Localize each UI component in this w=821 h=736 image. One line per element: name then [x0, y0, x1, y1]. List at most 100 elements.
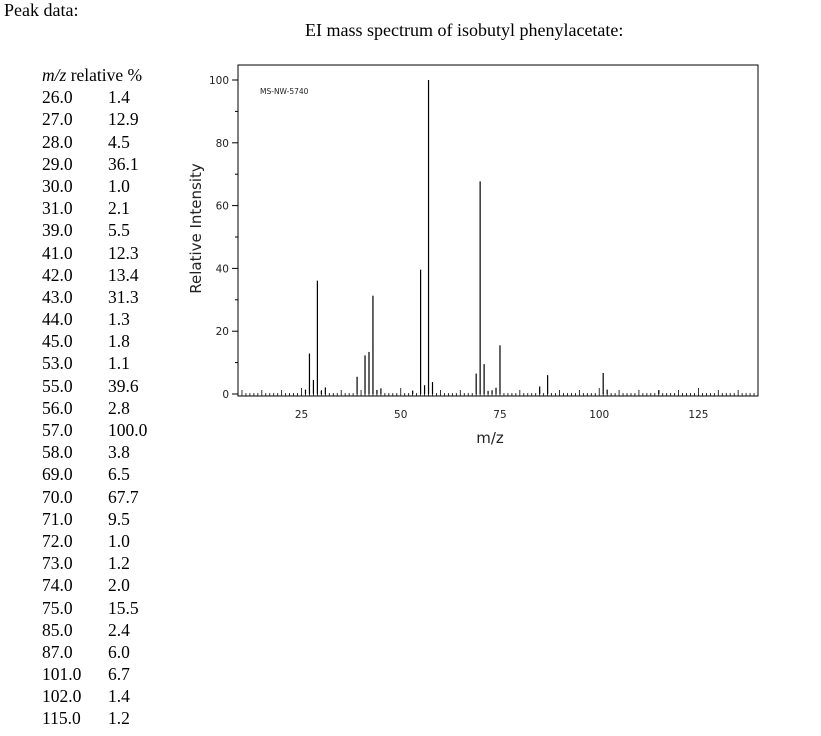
relative-value: 12.9 — [108, 109, 139, 130]
relative-value: 2.8 — [108, 397, 130, 418]
table-row: 70.0 67.7 — [42, 486, 142, 508]
table-row: 45.0 1.8 — [42, 330, 142, 352]
table-row: 58.0 3.8 — [42, 441, 142, 463]
relative-value: 1.1 — [108, 353, 130, 374]
table-row: 44.0 1.3 — [42, 308, 142, 330]
table-row: 115.0 1.2 — [42, 707, 142, 729]
spectrum-id-annotation: MS-NW-5740 — [260, 87, 309, 96]
peak-data-heading: Peak data: — [4, 0, 79, 20]
table-row: 31.0 2.1 — [42, 197, 142, 219]
y-tick-label: 20 — [216, 326, 229, 338]
relative-value: 1.3 — [108, 309, 130, 330]
mz-value: 29.0 — [42, 153, 73, 174]
table-row: 75.0 15.5 — [42, 597, 142, 619]
relative-value: 39.6 — [108, 375, 139, 396]
mz-value: 30.0 — [42, 175, 73, 196]
relative-value: 1.8 — [108, 331, 130, 352]
x-tick-label: 25 — [295, 409, 308, 421]
mz-value: 28.0 — [42, 131, 73, 152]
mz-value: 87.0 — [42, 641, 73, 662]
mz-value: 70.0 — [42, 486, 73, 507]
mz-value: 85.0 — [42, 619, 73, 640]
mz-column-header: m/z — [42, 65, 67, 85]
relative-value: 15.5 — [108, 597, 139, 618]
table-row: 72.0 1.0 — [42, 530, 142, 552]
mz-value: 43.0 — [42, 286, 73, 307]
table-row: 53.0 1.1 — [42, 352, 142, 374]
y-tick-label: 40 — [216, 263, 229, 275]
table-row: 43.0 31.3 — [42, 286, 142, 308]
x-axis-label: m/z — [476, 429, 504, 447]
table-row: 102.0 1.4 — [42, 685, 142, 707]
relative-value: 1.0 — [108, 175, 130, 196]
y-tick-label: 0 — [222, 389, 229, 401]
relative-value: 1.0 — [108, 530, 130, 551]
y-axis-label: Relative Intensity — [187, 163, 205, 294]
plot-frame — [237, 64, 759, 397]
relative-value: 6.5 — [108, 464, 130, 485]
x-tick-label: 125 — [688, 409, 708, 421]
relative-value: 1.2 — [108, 553, 130, 574]
relative-value: 13.4 — [108, 264, 139, 285]
mz-value: 26.0 — [42, 87, 73, 108]
mz-value: 45.0 — [42, 331, 73, 352]
mz-value: 55.0 — [42, 375, 73, 396]
peak-table: m/z relative % 26.0 1.4 27.0 12.9 28.0 4.5 29.… — [42, 64, 147, 730]
relative-value: 12.3 — [108, 242, 139, 263]
relative-value: 1.4 — [108, 686, 130, 707]
mz-value: 71.0 — [42, 508, 73, 529]
relative-value: 100.0 — [108, 420, 148, 441]
table-row: 42.0 13.4 — [42, 264, 142, 286]
mz-value: 41.0 — [42, 242, 73, 263]
mz-value: 74.0 — [42, 575, 73, 596]
relative-value: 2.4 — [108, 619, 130, 640]
relative-value: 36.1 — [108, 153, 139, 174]
table-row: 57.0 100.0 — [42, 419, 147, 441]
mz-value: 58.0 — [42, 442, 73, 463]
table-row: 87.0 6.0 — [42, 641, 142, 663]
table-row: 74.0 2.0 — [42, 574, 142, 596]
y-tick-label: 100 — [209, 75, 229, 87]
mz-value: 42.0 — [42, 264, 73, 285]
x-tick-label: 100 — [589, 409, 609, 421]
relative-value: 6.7 — [108, 664, 130, 685]
relative-value: 6.0 — [108, 641, 130, 662]
mz-value: 75.0 — [42, 597, 73, 618]
mz-value: 115.0 — [42, 708, 81, 729]
relative-value: 31.3 — [108, 286, 139, 307]
table-row: 101.0 6.7 — [42, 663, 142, 685]
table-row: 39.0 5.5 — [42, 219, 142, 241]
relative-column-header: relative % — [70, 65, 143, 85]
mz-value: 31.0 — [42, 198, 73, 219]
x-tick-label: 50 — [394, 409, 407, 421]
mz-value: 57.0 — [42, 420, 73, 441]
table-row: 69.0 6.5 — [42, 463, 142, 485]
table-row: 41.0 12.3 — [42, 242, 142, 264]
table-row: 29.0 36.1 — [42, 153, 142, 175]
relative-value: 5.5 — [108, 220, 130, 241]
table-row: 55.0 39.6 — [42, 375, 142, 397]
relative-value: 67.7 — [108, 486, 139, 507]
table-row: 56.0 2.8 — [42, 397, 142, 419]
table-row: 30.0 1.0 — [42, 175, 142, 197]
relative-value: 3.8 — [108, 442, 130, 463]
relative-value: 2.0 — [108, 575, 130, 596]
relative-value: 2.1 — [108, 198, 130, 219]
table-row: 85.0 2.4 — [42, 619, 142, 641]
table-row: 27.0 12.9 — [42, 108, 142, 130]
relative-value: 1.4 — [108, 87, 130, 108]
spectrum-title: EI mass spectrum of isobutyl phenylaceta… — [305, 20, 624, 40]
table-row: 73.0 1.2 — [42, 552, 142, 574]
mz-value: 27.0 — [42, 109, 73, 130]
relative-value: 1.2 — [108, 708, 130, 729]
table-row: 28.0 4.5 — [42, 131, 142, 153]
mz-value: 69.0 — [42, 464, 73, 485]
mz-value: 72.0 — [42, 530, 73, 551]
relative-value: 9.5 — [108, 508, 130, 529]
y-tick-label: 60 — [216, 201, 229, 213]
mz-value: 53.0 — [42, 353, 73, 374]
mz-value: 102.0 — [42, 686, 82, 707]
mz-value: 44.0 — [42, 309, 73, 330]
